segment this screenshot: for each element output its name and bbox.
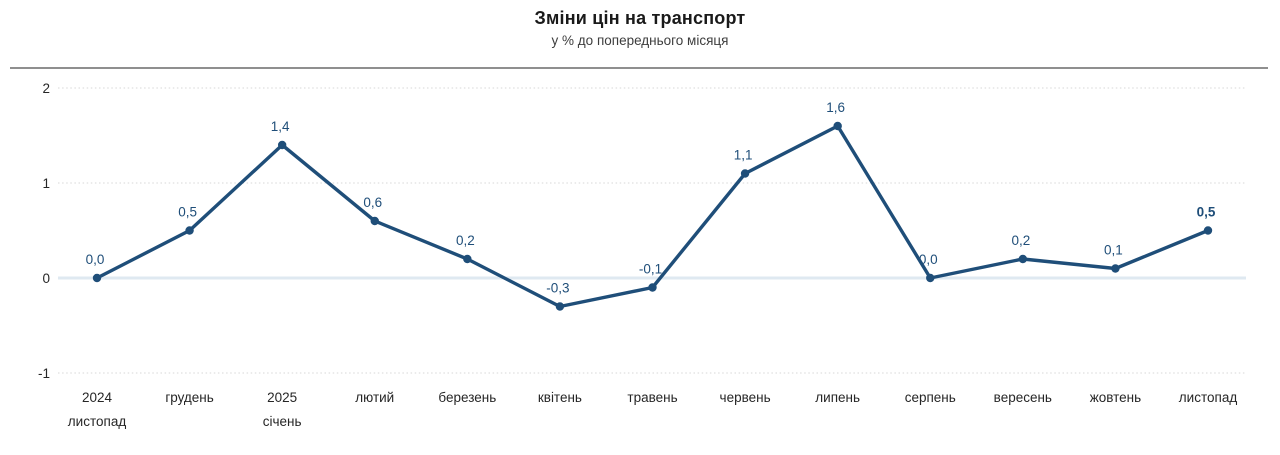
x-axis-tick-label: квітень <box>538 390 582 405</box>
data-label: 0,6 <box>363 195 382 210</box>
line-chart: 2 1 0 -1 0,0 0,5 1,4 0,6 0,2 -0,3 -0,1 1,1 1,6 0,0 0,2… <box>38 81 1246 429</box>
x-axis-tick-label: листопад <box>1179 390 1238 405</box>
x-axis-tick-label: січень <box>263 414 302 429</box>
data-point <box>926 273 935 283</box>
data-point <box>648 283 657 292</box>
x-axis-tick-label: серпень <box>905 390 956 405</box>
x-axis-tick-label: лютий <box>355 390 394 405</box>
data-label: 0,2 <box>456 233 475 248</box>
data-point <box>370 216 379 226</box>
data-label: 1,1 <box>734 148 753 163</box>
data-label: 0,0 <box>919 252 938 267</box>
data-label: -0,3 <box>546 281 569 296</box>
data-point <box>277 140 287 150</box>
chart-title: Зміни цін на транспорт <box>534 8 746 28</box>
data-point <box>92 273 102 283</box>
x-axis-tick-label: жовтень <box>1090 390 1141 405</box>
data-point <box>1203 226 1213 235</box>
data-label: 1,4 <box>271 119 290 134</box>
data-point <box>1111 264 1120 273</box>
data-point <box>1018 254 1028 264</box>
data-label: 0,1 <box>1104 243 1123 258</box>
x-axis-tick-label: 2024 <box>82 390 113 405</box>
y-axis-tick-label: 0 <box>42 271 50 286</box>
x-axis-tick-label: листопад <box>68 414 127 429</box>
data-point <box>463 254 472 264</box>
data-point <box>833 121 842 131</box>
header-divider <box>10 67 1268 69</box>
data-label: 1,6 <box>826 100 845 115</box>
y-axis-tick-label: 1 <box>42 176 50 191</box>
data-point <box>740 169 750 178</box>
x-axis-tick-label: грудень <box>165 390 213 405</box>
data-label: 0,5 <box>1197 205 1216 220</box>
chart-subtitle: у % до попереднього місяця <box>551 33 729 48</box>
data-label: 0,5 <box>178 205 197 220</box>
chart-header: Зміни цін на транспорт у % до попередньо… <box>0 6 1280 50</box>
data-point <box>185 226 194 235</box>
x-axis-tick-label: червень <box>720 390 771 405</box>
data-point <box>555 302 565 311</box>
y-axis-tick-label: -1 <box>38 366 50 381</box>
y-axis-tick-label: 2 <box>42 81 50 96</box>
data-label: -0,1 <box>639 262 662 277</box>
x-axis-tick-label: травень <box>627 390 677 405</box>
x-axis-tick-label: вересень <box>994 390 1052 405</box>
data-label: 0,0 <box>86 252 105 267</box>
data-label: 0,2 <box>1011 233 1030 248</box>
x-axis-tick-label: 2025 <box>267 390 297 405</box>
x-axis-tick-label: липень <box>815 390 860 405</box>
x-axis-tick-label: березень <box>438 390 496 405</box>
